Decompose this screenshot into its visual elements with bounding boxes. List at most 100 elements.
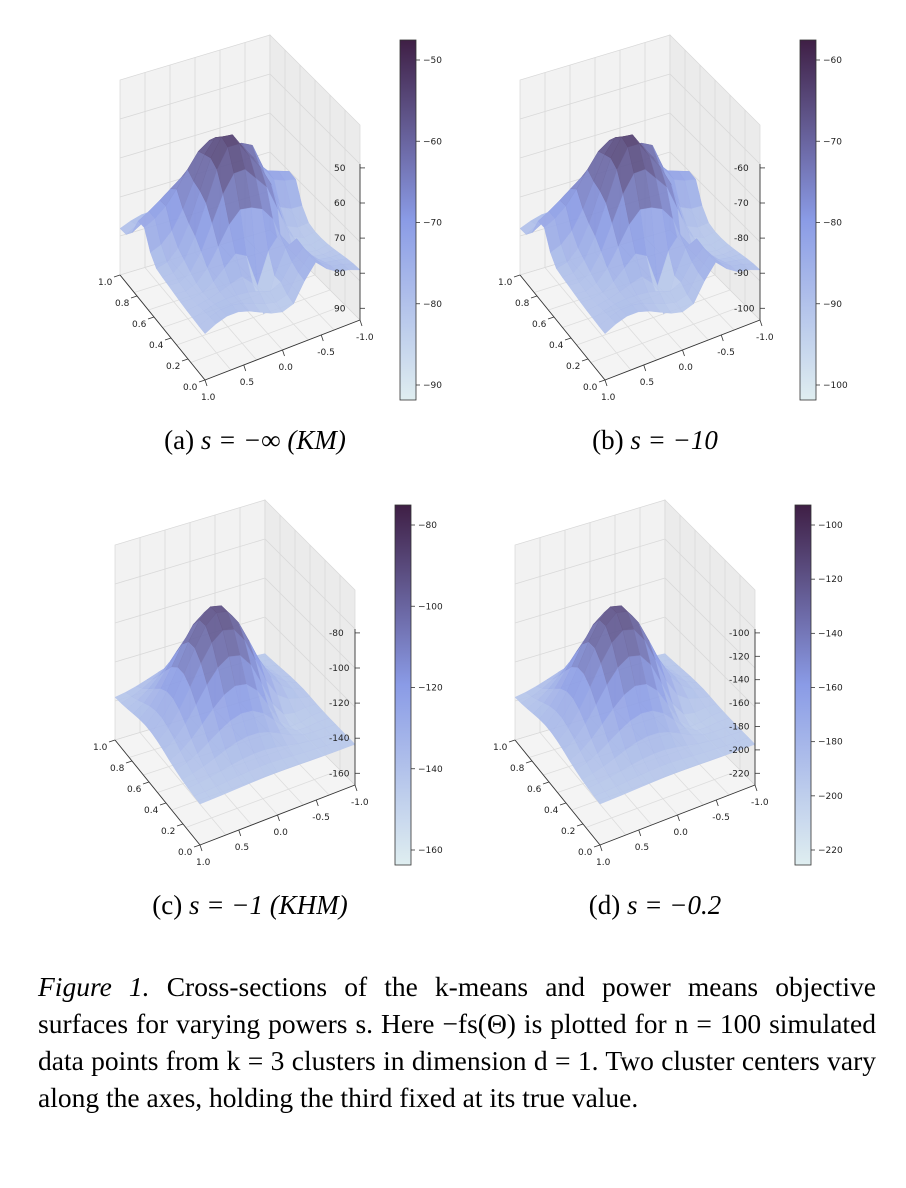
subcaption-b: (b) s = −10 (435, 425, 875, 456)
gridline (119, 112, 271, 159)
gridline (114, 538, 266, 585)
gridline (269, 73, 361, 165)
x-tick-label: -1.0 (756, 333, 774, 343)
y-tick-mark (598, 379, 606, 383)
y-tick-label: 0.4 (144, 806, 159, 816)
gridline (514, 577, 666, 624)
x-tick-mark (277, 814, 280, 822)
y-tick-label: 0.8 (115, 299, 130, 309)
x-tick-label: 1.0 (601, 393, 616, 403)
x-tick-mark (359, 319, 363, 327)
y-tick-mark (125, 760, 133, 764)
y-tick-label: 0.0 (578, 848, 593, 858)
subcaption-math: s = −0.2 (627, 890, 722, 920)
subcaption-label: (d) (588, 890, 621, 920)
x-tick-mark (759, 319, 763, 327)
gridline (669, 151, 761, 243)
z-tick-label: -220 (729, 769, 750, 779)
x-tick-label: -0.5 (312, 813, 330, 823)
y-tick-label: 0.2 (161, 827, 175, 837)
z-tick-label: 80 (334, 269, 346, 279)
colorbar-tick-label: −120 (818, 575, 843, 585)
y-tick-mark (164, 337, 172, 341)
y-tick-label: 0.2 (561, 827, 575, 837)
subfigure-d: 1.0 0.8 0.6 0.4 0.2 0.0 1.0 0.5 0.0 -0.5 -1.0 -100-… (485, 495, 906, 915)
y-tick-mark (108, 739, 116, 743)
gridline (669, 73, 761, 165)
gridline (519, 112, 671, 159)
z-tick-label: 90 (334, 304, 346, 314)
colorbar-tick-label: −60 (423, 137, 442, 147)
subfigure-c: 1.0 0.8 0.6 0.4 0.2 0.0 1.0 0.5 0.0 -0.5 -1.0 -80 -1… (85, 495, 525, 915)
y-tick-mark (542, 781, 550, 785)
x-tick-label: 0.0 (674, 828, 689, 838)
y-tick-mark (113, 274, 121, 278)
surface-facet (737, 737, 756, 749)
subcaption-a: (a) s = −∞ (KM) (35, 425, 475, 456)
x-tick-mark (238, 829, 242, 837)
y-tick-label: 0.4 (544, 806, 559, 816)
z-tick-label: -100 (734, 304, 755, 314)
gridline (264, 538, 356, 630)
z-tick-label: -100 (329, 664, 350, 674)
z-tick-label: -120 (729, 652, 750, 662)
surface-facet (741, 263, 761, 271)
x-tick-mark (315, 799, 319, 807)
surface-mesh (514, 605, 756, 805)
colorbar (794, 504, 812, 866)
x-tick-label: -0.5 (717, 348, 735, 358)
gridline (264, 616, 356, 708)
surface-mesh (119, 134, 361, 334)
z-tick-label: -80 (329, 629, 344, 639)
colorbar-tick-label: −90 (823, 300, 842, 310)
y-tick-mark (147, 316, 155, 320)
x-tick-mark (320, 334, 324, 342)
colorbar-tick-label: −120 (418, 684, 443, 694)
z-tick-label: -100 (729, 629, 750, 639)
x-tick-label: 1.0 (596, 858, 611, 868)
y-tick-label: 0.0 (583, 383, 598, 393)
y-tick-label: 0.6 (132, 320, 147, 330)
y-tick-label: 0.2 (566, 362, 580, 372)
y-tick-label: 0.8 (510, 764, 525, 774)
x-tick-mark (638, 829, 642, 837)
x-tick-mark (682, 349, 685, 357)
colorbar-tick-label: −50 (423, 56, 442, 66)
x-tick-mark (354, 784, 358, 792)
x-tick-mark (715, 799, 719, 807)
colorbar-tick-label: −100 (418, 602, 443, 612)
y-tick-mark (130, 295, 138, 299)
y-tick-label: 0.0 (183, 383, 198, 393)
x-tick-label: -1.0 (356, 333, 374, 343)
y-tick-mark (142, 781, 150, 785)
colorbar-tick-label: −80 (423, 300, 442, 310)
subcaption-label: (a) (164, 425, 195, 455)
figure-label: Figure 1. (38, 971, 150, 1002)
y-tick-mark (530, 295, 538, 299)
y-tick-mark (193, 844, 201, 848)
x-tick-mark (204, 379, 208, 387)
y-tick-label: 0.2 (166, 362, 180, 372)
gridline (664, 538, 756, 630)
subfigure-a: 1.0 0.8 0.6 0.4 0.2 0.0 1.0 0.5 0.0 -0.5 -1.0 50 60 7… (90, 30, 530, 450)
x-tick-label: -1.0 (351, 798, 369, 808)
x-tick-mark (599, 844, 603, 852)
z-tick-label: -140 (729, 676, 750, 686)
x-tick-label: 0.0 (679, 363, 694, 373)
gridline (269, 151, 361, 243)
surface-mesh (519, 134, 761, 334)
x-tick-label: 1.0 (196, 858, 211, 868)
y-tick-mark (576, 823, 584, 827)
colorbar-tick-label: −160 (818, 684, 843, 694)
subcaption-c: (c) s = −1 (KHM) (30, 890, 470, 921)
colorbar-tick-label: −90 (423, 381, 442, 391)
y-tick-mark (198, 379, 206, 383)
y-axis-line (519, 274, 606, 381)
colorbar-tick-label: −100 (818, 521, 843, 531)
y-tick-mark (564, 337, 572, 341)
subcaption-math: s = −10 (630, 425, 718, 455)
y-tick-mark (559, 802, 567, 806)
x-tick-mark (754, 784, 758, 792)
y-tick-label: 0.0 (178, 848, 193, 858)
gridline (269, 112, 361, 204)
